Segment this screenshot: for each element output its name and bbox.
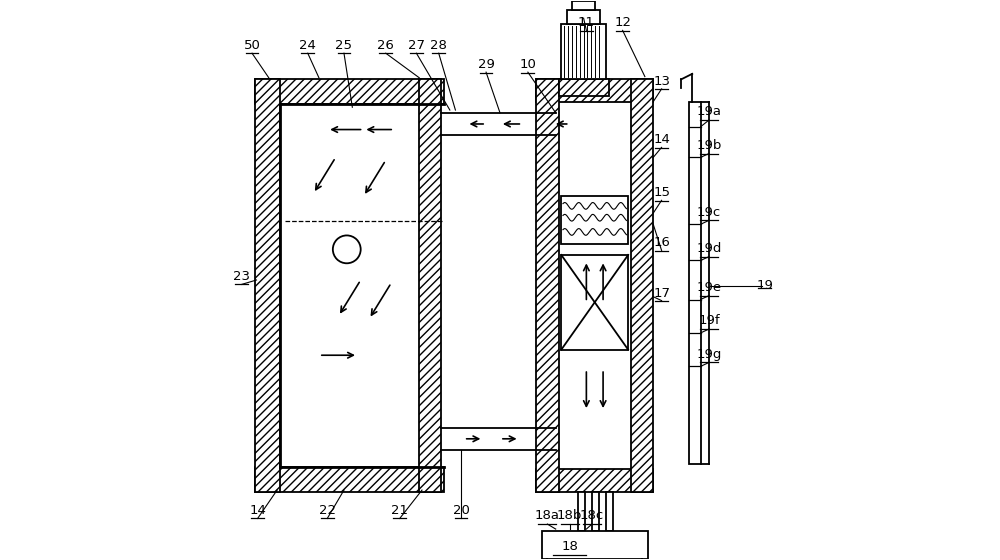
Text: 10: 10 — [519, 58, 536, 71]
Text: 13: 13 — [653, 74, 670, 88]
Bar — [689, 102, 701, 464]
Text: 12: 12 — [614, 16, 631, 29]
Text: 19f: 19f — [698, 314, 720, 328]
Text: 18: 18 — [561, 540, 578, 553]
Bar — [255, 80, 444, 105]
Text: 15: 15 — [653, 186, 670, 199]
Text: 19g: 19g — [696, 348, 722, 361]
Text: 19a: 19a — [696, 105, 721, 118]
Bar — [559, 102, 631, 469]
Bar — [536, 80, 653, 102]
Bar — [536, 469, 653, 492]
Text: 22: 22 — [319, 504, 336, 517]
Bar — [255, 466, 444, 492]
Bar — [561, 24, 606, 80]
Bar — [559, 80, 609, 96]
Text: 18a: 18a — [535, 510, 560, 522]
Text: 18c: 18c — [580, 510, 604, 522]
Bar — [536, 80, 559, 492]
Bar — [572, 1, 595, 10]
Text: 23: 23 — [233, 270, 250, 283]
Bar — [255, 80, 280, 492]
Text: 19e: 19e — [696, 281, 722, 294]
Text: 16: 16 — [653, 236, 670, 249]
Text: 18b: 18b — [557, 510, 582, 522]
Text: 29: 29 — [478, 58, 495, 71]
Bar — [561, 255, 628, 349]
Bar — [578, 492, 585, 531]
Text: 14: 14 — [653, 133, 670, 146]
Text: 24: 24 — [299, 39, 316, 52]
Bar — [606, 492, 613, 531]
Text: 21: 21 — [391, 504, 408, 517]
Text: 11: 11 — [578, 16, 595, 29]
Bar — [561, 197, 628, 244]
Bar — [631, 80, 653, 492]
Bar — [567, 10, 600, 24]
Text: 25: 25 — [335, 39, 352, 52]
Text: 19d: 19d — [696, 242, 722, 255]
Text: 26: 26 — [377, 39, 394, 52]
Bar — [280, 105, 444, 466]
Text: 28: 28 — [430, 39, 447, 52]
Text: 19: 19 — [756, 279, 773, 292]
Text: 20: 20 — [453, 504, 469, 517]
Bar — [419, 80, 441, 492]
Text: 14: 14 — [249, 504, 266, 517]
Text: 19c: 19c — [697, 206, 721, 219]
Text: 50: 50 — [244, 39, 260, 52]
Text: 17: 17 — [653, 287, 670, 300]
Bar — [592, 492, 599, 531]
Bar — [542, 531, 648, 559]
Text: 19b: 19b — [696, 139, 722, 152]
Text: 27: 27 — [408, 39, 425, 52]
